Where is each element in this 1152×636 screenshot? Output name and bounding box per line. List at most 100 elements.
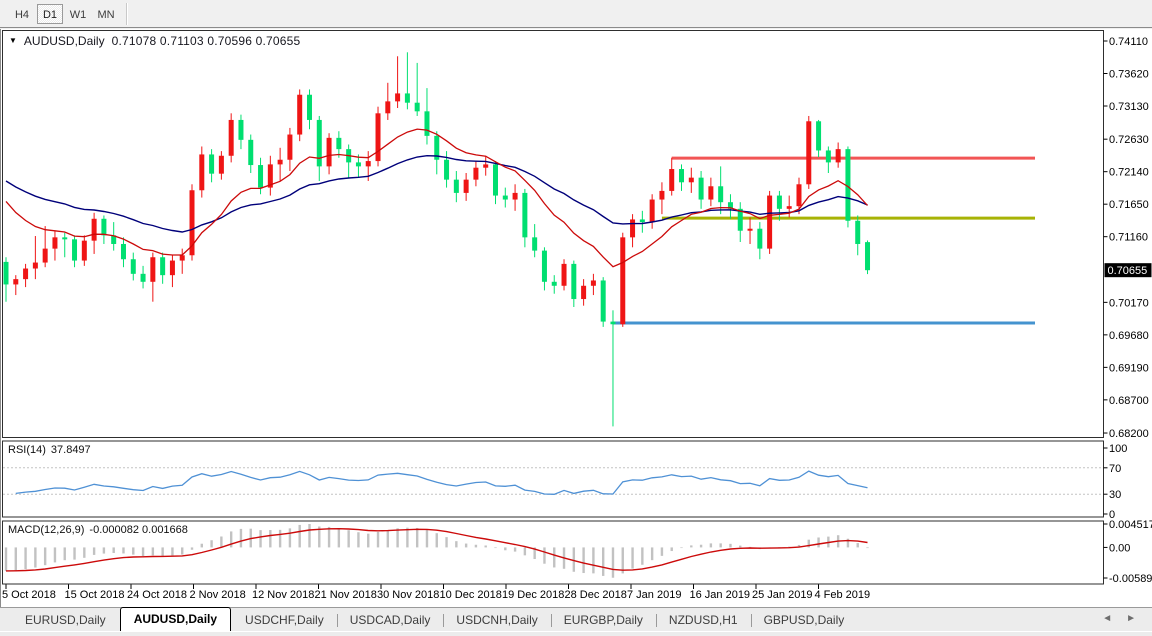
candle xyxy=(3,261,9,285)
candle xyxy=(81,240,87,261)
symbol-tab-usdcad[interactable]: USDCAD,Daily xyxy=(336,609,444,632)
candle xyxy=(434,135,440,160)
candle xyxy=(639,219,645,223)
candle xyxy=(845,149,851,221)
current-price-badge xyxy=(1104,263,1152,278)
candle xyxy=(581,285,587,300)
candle xyxy=(23,268,29,280)
symbol-tab-usdchf[interactable]: USDCHF,Daily xyxy=(245,613,324,627)
time-axis-label: 7 Jan 2019 xyxy=(627,589,682,601)
time-axis-label: 5 Oct 2018 xyxy=(2,589,56,601)
candle xyxy=(502,195,508,200)
ma-slow-line xyxy=(5,154,868,233)
symbol-tab-audusd[interactable]: AUDUSD,Daily xyxy=(119,607,232,632)
time-axis-label: 4 Feb 2019 xyxy=(814,589,871,601)
ma-fast-line xyxy=(5,128,868,268)
symbol-tab-eurusd[interactable]: EURUSD,Daily xyxy=(25,613,106,627)
time-axis-label: 24 Oct 2018 xyxy=(127,589,187,601)
candle xyxy=(688,177,694,183)
timeframe-button-d1[interactable]: D1 xyxy=(37,3,63,24)
candle xyxy=(414,102,420,112)
candle xyxy=(620,237,626,325)
price-axis-label: 0.69190 xyxy=(1109,362,1149,374)
status-bar xyxy=(0,631,1152,636)
symbol-tab-usdcnh[interactable]: USDCNH,Daily xyxy=(443,609,550,632)
candle xyxy=(395,93,401,102)
candle xyxy=(248,139,254,166)
candle xyxy=(444,159,450,180)
candle xyxy=(199,154,205,191)
candle xyxy=(375,113,381,162)
candle xyxy=(669,169,675,191)
candle xyxy=(796,184,802,207)
timeframe-toolbar: H4 D1 W1 MN xyxy=(0,0,1152,28)
chart-symbol-label: AUDUSD,Daily xyxy=(23,34,105,48)
price-axis-label: 0.69680 xyxy=(1109,330,1149,342)
candle xyxy=(267,164,273,188)
candle xyxy=(679,169,685,183)
time-axis-label: 12 Nov 2018 xyxy=(252,589,315,601)
candle xyxy=(590,280,596,286)
macd-axis-label: 0.004517 xyxy=(1109,519,1152,531)
symbol-tab-gbpusd[interactable]: GBPUSD,Daily xyxy=(750,609,858,632)
time-axis-label: 25 Jan 2019 xyxy=(752,589,813,601)
time-axis-label: 15 Oct 2018 xyxy=(64,589,125,601)
tab-scroll-left-icon[interactable]: ◄ xyxy=(1102,613,1113,624)
candle xyxy=(649,199,655,223)
time-axis-label: 21 Nov 2018 xyxy=(314,589,377,601)
candle xyxy=(571,263,577,300)
price-axis-label: 0.72630 xyxy=(1109,134,1149,146)
price-axis-label: 0.74110 xyxy=(1109,36,1148,48)
macd-indicator-header: MACD(12,26,9) -0.000082 0.001668 xyxy=(8,524,193,536)
rsi-axis-label: 70 xyxy=(1109,463,1121,475)
candle xyxy=(541,250,547,282)
candle xyxy=(600,280,606,322)
price-axis-label: 0.71160 xyxy=(1109,232,1148,244)
candle xyxy=(32,262,38,269)
current-price-value: 0.70655 xyxy=(1108,265,1148,277)
symbol-dropdown-icon[interactable]: ▼ xyxy=(9,36,17,45)
price-axis-label: 0.72140 xyxy=(1109,167,1149,179)
time-axis: 5 Oct 2018 15 Oct 2018 24 Oct 2018 2 Nov 20… xyxy=(0,589,1152,605)
rsi-indicator-name: RSI(14) xyxy=(8,444,46,456)
candle xyxy=(316,119,322,167)
candle xyxy=(42,248,48,263)
candle xyxy=(160,257,166,276)
timeframe-button-h4[interactable]: H4 xyxy=(14,8,30,21)
candle xyxy=(326,137,332,167)
candle xyxy=(767,195,773,249)
candle xyxy=(708,186,714,200)
rsi-line xyxy=(15,470,868,495)
macd-axis-label: 0.00 xyxy=(1109,542,1130,554)
tab-scroll-right-icon[interactable]: ► xyxy=(1126,613,1136,624)
tab-scroll-arrows: ◄ ► xyxy=(1088,613,1136,624)
macd-axis-label: -0.005899 xyxy=(1109,573,1152,585)
candle xyxy=(297,94,303,135)
symbol-tab-eurgbp[interactable]: EURGBP,Daily xyxy=(550,609,656,632)
time-axis-label: 19 Dec 2018 xyxy=(502,589,565,601)
candle xyxy=(776,195,782,209)
candle xyxy=(835,149,841,163)
timeframe-button-w1[interactable]: W1 xyxy=(69,8,87,21)
price-axis-label: 0.68700 xyxy=(1109,395,1149,407)
candle xyxy=(698,177,704,200)
candle xyxy=(189,190,195,256)
candle xyxy=(101,218,107,236)
rsi-axis-label: 100 xyxy=(1109,443,1127,455)
symbol-tab-nzdusd[interactable]: NZDUSD,H1 xyxy=(655,609,751,632)
candle xyxy=(855,220,861,244)
price-axis-label: 0.71650 xyxy=(1109,199,1149,211)
candle xyxy=(72,239,78,261)
candle xyxy=(806,121,812,185)
candle xyxy=(179,255,185,261)
candle xyxy=(816,121,822,151)
timeframe-button-mn[interactable]: MN xyxy=(97,8,115,21)
candle xyxy=(718,186,724,203)
candle xyxy=(630,219,636,238)
candle xyxy=(169,260,175,276)
candle xyxy=(287,134,293,160)
macd-indicator-name: MACD(12,26,9) xyxy=(8,524,85,536)
rsi-indicator-value: 37.8497 xyxy=(50,444,91,456)
